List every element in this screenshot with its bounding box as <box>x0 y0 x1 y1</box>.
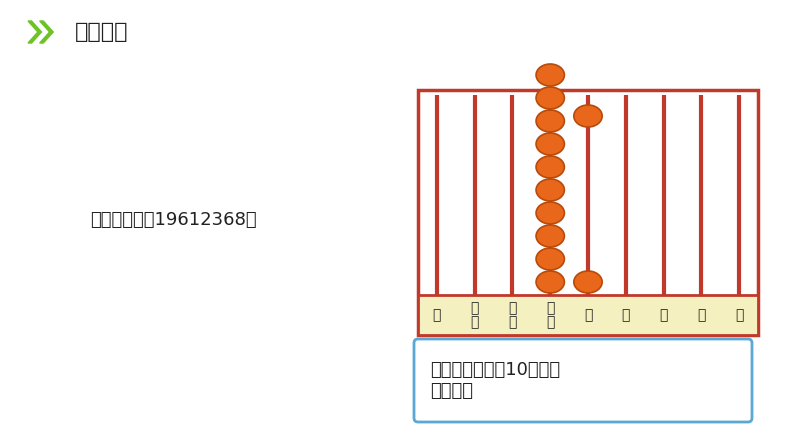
Text: 十: 十 <box>546 301 554 315</box>
Text: 百: 百 <box>659 308 668 322</box>
Ellipse shape <box>536 202 565 224</box>
Ellipse shape <box>536 87 565 109</box>
Ellipse shape <box>536 156 565 178</box>
Ellipse shape <box>574 105 602 127</box>
Text: 十: 十 <box>697 308 706 322</box>
Text: 北京市人口：19612368人: 北京市人口：19612368人 <box>90 211 256 229</box>
Text: 一万一万地数，10个一万
是十万。: 一万一万地数，10个一万 是十万。 <box>430 361 560 400</box>
Text: 百: 百 <box>508 301 517 315</box>
Ellipse shape <box>536 133 565 155</box>
Ellipse shape <box>536 225 565 247</box>
FancyBboxPatch shape <box>414 339 752 422</box>
Ellipse shape <box>536 179 565 201</box>
Text: 千: 千 <box>471 301 479 315</box>
Text: 探究新知: 探究新知 <box>75 22 129 42</box>
Text: 个: 个 <box>735 308 743 322</box>
Text: 万: 万 <box>471 315 479 329</box>
Ellipse shape <box>536 110 565 132</box>
Text: 万: 万 <box>584 308 592 322</box>
Ellipse shape <box>574 271 602 293</box>
Ellipse shape <box>536 271 565 293</box>
Polygon shape <box>40 21 53 43</box>
Text: 亿: 亿 <box>433 308 441 322</box>
FancyBboxPatch shape <box>418 295 758 335</box>
Ellipse shape <box>536 64 565 86</box>
Polygon shape <box>28 21 41 43</box>
Text: 万: 万 <box>508 315 517 329</box>
Text: 千: 千 <box>622 308 630 322</box>
Ellipse shape <box>536 248 565 270</box>
Text: 万: 万 <box>546 315 554 329</box>
